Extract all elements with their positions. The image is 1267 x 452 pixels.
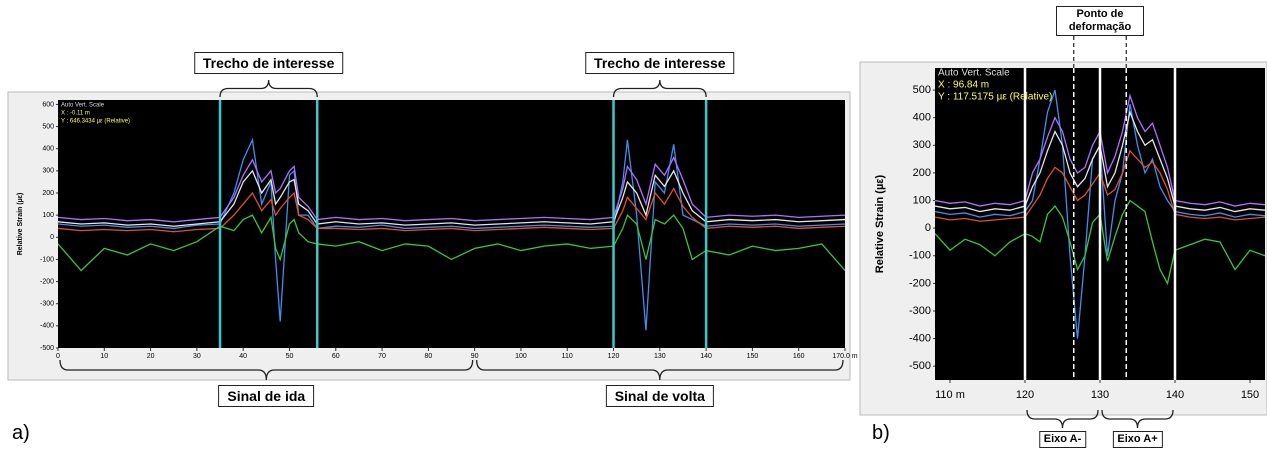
x-tick-label: 20	[147, 353, 155, 360]
x-tick-label: 110	[562, 353, 573, 360]
y-tick-label: -400	[40, 323, 54, 330]
y-tick-label: -200	[909, 277, 931, 289]
x-tick-label: 130	[1091, 389, 1109, 401]
y-tick-label: -500	[40, 345, 54, 352]
x-tick-label: 130	[654, 353, 666, 360]
y-tick-label: -400	[909, 332, 931, 344]
y-tick-label: -500	[909, 360, 931, 372]
panel-label: b)	[872, 422, 890, 444]
x-tick-label: 120	[608, 353, 620, 360]
x-tick-label: 0	[56, 353, 60, 360]
x-tick-label: 60	[332, 353, 340, 360]
annotation-box: Trecho de interesse	[193, 52, 344, 74]
y-tick-label: 0	[925, 222, 931, 234]
x-tick-label: 150	[1241, 389, 1259, 401]
info-text: Y : 646.3434 µε (Relative)	[61, 119, 130, 125]
series-line	[58, 187, 845, 233]
series-line	[58, 137, 845, 331]
annotation-box: Sinal de ida	[218, 385, 315, 407]
y-tick-label: -300	[40, 301, 54, 308]
x-tick-label: 50	[286, 353, 294, 360]
x-tick-label: 70	[378, 353, 386, 360]
series-line	[58, 156, 845, 223]
y-tick-label: 600	[42, 101, 54, 108]
x-tick-label: 100	[515, 353, 527, 360]
annotation-box: Eixo A-	[1038, 431, 1087, 448]
info-text: X : 96.84 m	[938, 80, 989, 91]
x-tick-label: 140	[700, 353, 712, 360]
y-tick-label: 300	[913, 139, 931, 151]
series-group	[58, 137, 845, 331]
series-line	[58, 213, 845, 272]
plot-area	[58, 100, 845, 348]
annotation-box: Trecho de interesse	[585, 52, 735, 74]
x-tick-label: 40	[239, 353, 247, 360]
annotation-box: Eixo A+	[1112, 431, 1163, 448]
y-tick-label: 300	[42, 168, 54, 175]
x-tick-label: 90	[471, 353, 479, 360]
y-tick-label: -100	[909, 250, 931, 262]
series-line	[58, 169, 845, 227]
brace	[59, 359, 474, 381]
x-tick-label: 140	[1166, 389, 1184, 401]
y-tick-label: -300	[909, 305, 931, 317]
x-tick-label: 150	[747, 353, 759, 360]
y-axis-label: Relative Strain (µε)	[874, 174, 886, 273]
annotation-box: Ponto de deformação	[1056, 6, 1144, 36]
x-tick-label: 10	[100, 353, 108, 360]
x-tick-label: 80	[424, 353, 432, 360]
info-text: X : -0.11 m	[61, 111, 90, 117]
y-tick-label: 100	[913, 194, 931, 206]
y-tick-label: 500	[913, 84, 931, 96]
y-tick-label: -200	[40, 278, 54, 285]
y-tick-label: 500	[42, 123, 54, 130]
y-axis-label: Relative Strain (µε)	[17, 193, 24, 256]
brace	[612, 79, 707, 98]
info-text: Auto Vert. Scale	[61, 103, 105, 109]
info-text: Y : 117.5175 µε (Relative)	[938, 92, 1052, 103]
y-tick-label: 400	[913, 112, 931, 124]
y-tick-label: 200	[913, 167, 931, 179]
brace	[475, 359, 844, 381]
x-tick-label: 30	[193, 353, 201, 360]
y-tick-label: 400	[42, 146, 54, 153]
panel-label: a)	[12, 422, 30, 444]
x-tick-label: 170.0 m	[832, 353, 857, 360]
brace	[1101, 409, 1174, 429]
y-tick-label: -100	[40, 256, 54, 263]
info-text: Auto Vert. Scale	[938, 68, 1010, 79]
annotation-box: Sinal de volta	[605, 385, 714, 407]
y-tick-label: 200	[42, 190, 54, 197]
y-tick-label: 0	[50, 234, 54, 241]
brace	[1026, 409, 1099, 429]
x-tick-label: 110 m	[935, 389, 965, 401]
y-tick-label: 100	[42, 212, 54, 219]
x-tick-label: 120	[1016, 389, 1034, 401]
x-tick-label: 160	[793, 353, 805, 360]
brace	[219, 79, 318, 98]
